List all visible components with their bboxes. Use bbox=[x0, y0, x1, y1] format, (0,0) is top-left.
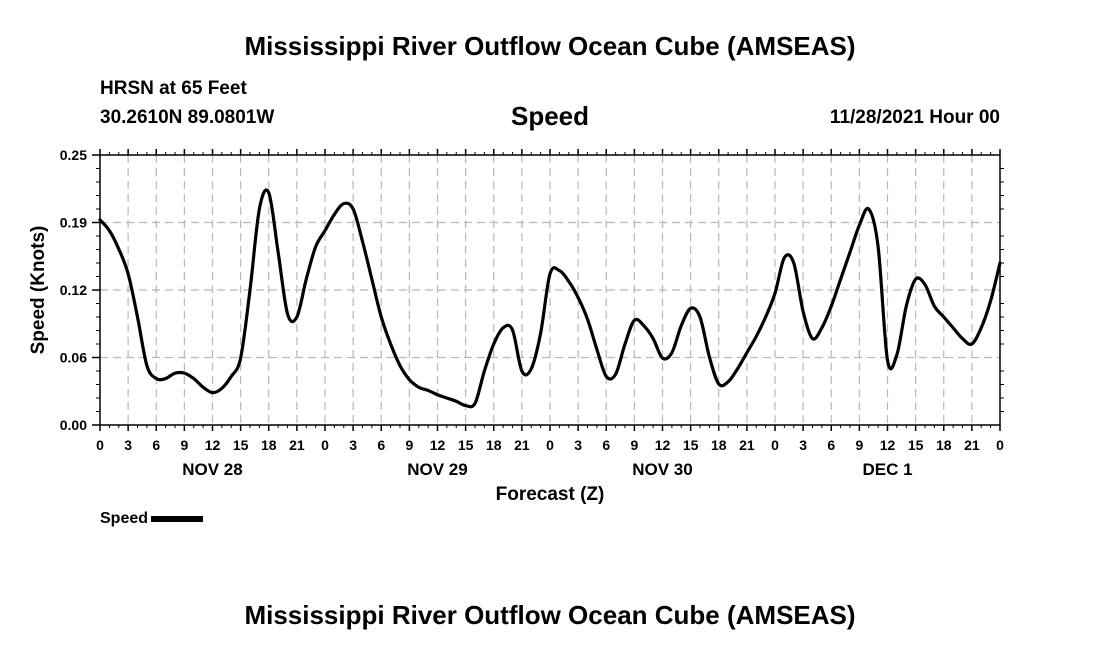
x-tick-label: 12 bbox=[430, 437, 446, 453]
y-tick-label: 0.06 bbox=[60, 350, 87, 366]
x-tick-label: 9 bbox=[855, 437, 863, 453]
x-tick-label: 21 bbox=[514, 437, 530, 453]
x-tick-label: 0 bbox=[771, 437, 779, 453]
x-tick-label: 12 bbox=[655, 437, 671, 453]
x-tick-label: 15 bbox=[233, 437, 249, 453]
x-tick-label: 18 bbox=[486, 437, 502, 453]
x-tick-label: 18 bbox=[936, 437, 952, 453]
x-tick-label: 18 bbox=[261, 437, 277, 453]
y-tick-label: 0.12 bbox=[60, 282, 87, 298]
x-tick-label: 0 bbox=[321, 437, 329, 453]
x-tick-label: 3 bbox=[124, 437, 132, 453]
day-label: DEC 1 bbox=[862, 460, 912, 479]
y-tick-label: 0.25 bbox=[60, 147, 87, 163]
station-label: HRSN at 65 Feet bbox=[100, 78, 247, 99]
chart-main-title: Mississippi River Outflow Ocean Cube (AM… bbox=[244, 31, 856, 61]
legend-line-swatch bbox=[151, 515, 204, 522]
x-tick-label: 9 bbox=[630, 437, 638, 453]
x-tick-label: 12 bbox=[205, 437, 221, 453]
legend-label: Speed bbox=[100, 510, 149, 527]
day-label: NOV 28 bbox=[182, 460, 242, 479]
x-tick-label: 21 bbox=[739, 437, 755, 453]
plot-frame bbox=[99, 154, 1001, 426]
x-tick-label: 0 bbox=[96, 437, 104, 453]
x-tick-label: 3 bbox=[574, 437, 582, 453]
day-label: NOV 30 bbox=[632, 460, 692, 479]
y-tick-label: 0.19 bbox=[60, 215, 87, 231]
x-tick-label: 6 bbox=[602, 437, 610, 453]
x-tick-label: 12 bbox=[880, 437, 896, 453]
x-tick-label: 3 bbox=[799, 437, 807, 453]
y-axis-title: Speed (Knots) bbox=[28, 226, 49, 355]
x-tick-label: 0 bbox=[996, 437, 1004, 453]
x-tick-label: 21 bbox=[964, 437, 980, 453]
legend: Speed bbox=[100, 510, 204, 528]
day-label: NOV 29 bbox=[407, 460, 467, 479]
x-tick-label: 3 bbox=[349, 437, 357, 453]
x-tick-label: 15 bbox=[683, 437, 699, 453]
parameter-title: Speed bbox=[510, 101, 590, 131]
coordinates-label: 30.2610N 89.0801W bbox=[100, 107, 275, 128]
x-tick-label: 18 bbox=[711, 437, 727, 453]
x-tick-label: 21 bbox=[289, 437, 305, 453]
x-tick-label: 15 bbox=[458, 437, 474, 453]
y-tick-label: 0.00 bbox=[60, 417, 87, 433]
x-tick-label: 15 bbox=[908, 437, 924, 453]
datetime-label: 11/28/2021 Hour 00 bbox=[829, 107, 1000, 128]
x-tick-label: 6 bbox=[827, 437, 835, 453]
x-tick-label: 0 bbox=[546, 437, 554, 453]
x-tick-label: 6 bbox=[377, 437, 385, 453]
x-tick-label: 9 bbox=[405, 437, 413, 453]
x-tick-label: 9 bbox=[180, 437, 188, 453]
chart-footer-title: Mississippi River Outflow Ocean Cube (AM… bbox=[244, 600, 856, 630]
x-axis-title: Forecast (Z) bbox=[496, 484, 605, 505]
speed-series-line bbox=[98, 188, 1002, 409]
x-tick-label: 6 bbox=[152, 437, 160, 453]
